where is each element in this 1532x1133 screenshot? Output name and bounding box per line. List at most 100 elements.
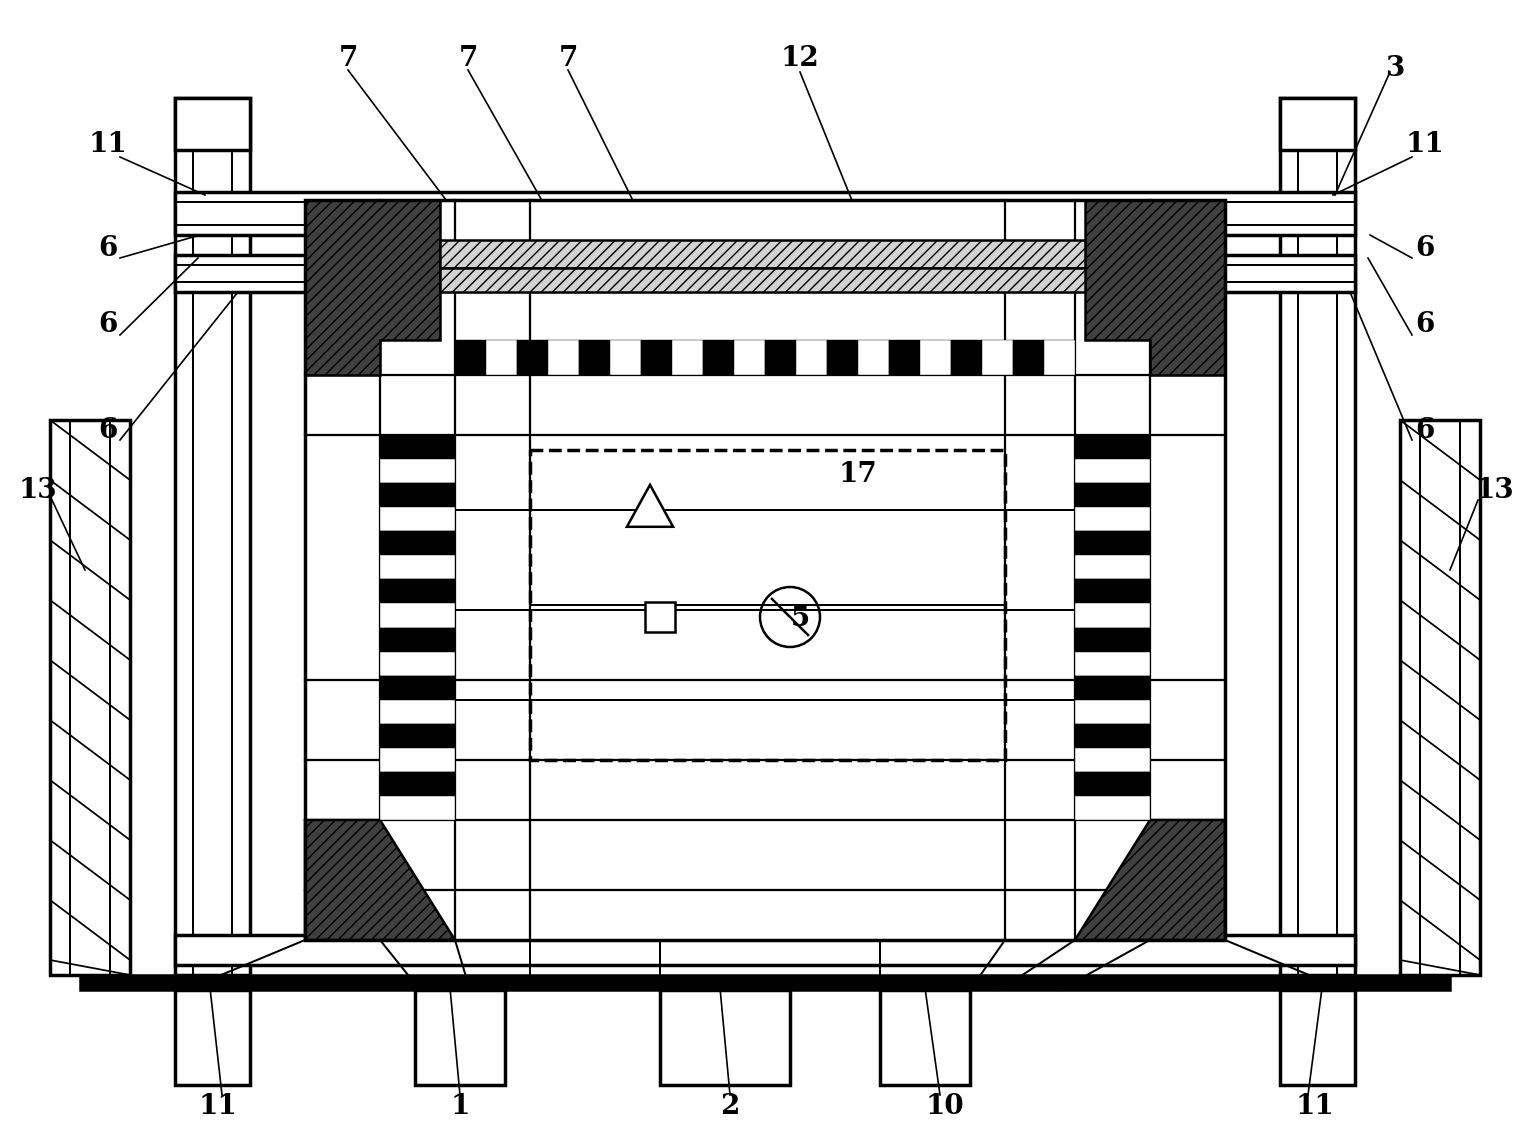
Text: 13: 13 bbox=[18, 477, 57, 503]
Bar bbox=[380, 700, 455, 724]
Bar bbox=[858, 340, 889, 375]
Text: 7: 7 bbox=[458, 44, 478, 71]
Bar bbox=[1281, 990, 1354, 1085]
Bar bbox=[486, 340, 516, 375]
Bar bbox=[982, 340, 1013, 375]
Bar bbox=[380, 579, 455, 604]
Text: 6: 6 bbox=[98, 417, 118, 443]
Bar bbox=[415, 990, 506, 1085]
Bar bbox=[380, 483, 455, 508]
Polygon shape bbox=[305, 820, 455, 940]
Text: 11: 11 bbox=[1406, 131, 1445, 159]
Bar bbox=[645, 602, 676, 632]
Bar bbox=[951, 340, 982, 375]
Bar bbox=[640, 340, 673, 375]
Bar bbox=[610, 340, 640, 375]
Bar bbox=[380, 555, 455, 579]
Text: 7: 7 bbox=[339, 44, 357, 71]
Bar bbox=[1075, 531, 1151, 555]
Text: 11: 11 bbox=[199, 1093, 237, 1121]
Bar bbox=[175, 191, 1354, 235]
Bar bbox=[673, 340, 703, 375]
Polygon shape bbox=[305, 201, 440, 375]
Bar bbox=[827, 340, 858, 375]
Bar bbox=[1075, 459, 1151, 483]
Bar bbox=[175, 255, 1354, 292]
Bar bbox=[175, 990, 250, 1085]
Bar bbox=[921, 340, 951, 375]
Text: 11: 11 bbox=[1296, 1093, 1334, 1121]
Bar bbox=[703, 340, 734, 375]
Bar bbox=[879, 990, 970, 1085]
Bar bbox=[1075, 675, 1151, 700]
Text: 6: 6 bbox=[1416, 312, 1434, 339]
Polygon shape bbox=[1085, 201, 1226, 375]
Bar bbox=[530, 450, 1005, 760]
Text: 17: 17 bbox=[838, 461, 878, 488]
Bar bbox=[1075, 483, 1151, 508]
Bar bbox=[1013, 340, 1043, 375]
Text: 6: 6 bbox=[98, 312, 118, 339]
Text: 3: 3 bbox=[1385, 54, 1405, 82]
Bar bbox=[380, 748, 455, 772]
Text: 12: 12 bbox=[781, 44, 820, 71]
Bar bbox=[1075, 579, 1151, 604]
Text: 5: 5 bbox=[791, 605, 809, 631]
Bar bbox=[380, 435, 455, 459]
Bar bbox=[1075, 700, 1151, 724]
Bar bbox=[380, 772, 455, 796]
Bar bbox=[440, 269, 1085, 292]
Bar bbox=[1075, 796, 1151, 820]
Text: 1: 1 bbox=[450, 1093, 470, 1121]
Bar bbox=[380, 459, 455, 483]
Text: 2: 2 bbox=[720, 1093, 740, 1121]
Text: 6: 6 bbox=[1416, 235, 1434, 262]
Bar bbox=[1075, 724, 1151, 748]
Polygon shape bbox=[627, 485, 673, 527]
Bar bbox=[51, 420, 130, 976]
Bar bbox=[1075, 651, 1151, 675]
Text: 6: 6 bbox=[98, 235, 118, 262]
Bar bbox=[1075, 604, 1151, 628]
Bar bbox=[734, 340, 764, 375]
Bar bbox=[1075, 435, 1151, 459]
Bar bbox=[455, 340, 486, 375]
Text: 11: 11 bbox=[89, 131, 127, 159]
Bar bbox=[1075, 555, 1151, 579]
Bar bbox=[548, 340, 579, 375]
Bar bbox=[1043, 340, 1075, 375]
Bar bbox=[764, 340, 797, 375]
Bar bbox=[380, 508, 455, 531]
Bar bbox=[889, 340, 921, 375]
Text: 13: 13 bbox=[1475, 477, 1514, 503]
Bar bbox=[579, 340, 610, 375]
Bar bbox=[380, 724, 455, 748]
Text: 7: 7 bbox=[558, 44, 578, 71]
Bar bbox=[80, 976, 1449, 990]
Bar bbox=[1075, 748, 1151, 772]
Polygon shape bbox=[1075, 820, 1226, 940]
Bar bbox=[305, 201, 1226, 940]
Bar bbox=[380, 675, 455, 700]
Text: 10: 10 bbox=[925, 1093, 964, 1121]
Bar bbox=[660, 990, 791, 1085]
Bar bbox=[380, 628, 455, 651]
Bar bbox=[1281, 97, 1354, 150]
Bar bbox=[440, 240, 1085, 269]
Bar bbox=[1075, 772, 1151, 796]
Bar bbox=[1075, 508, 1151, 531]
Bar bbox=[175, 97, 250, 976]
Bar bbox=[380, 531, 455, 555]
Bar bbox=[175, 97, 250, 150]
Bar bbox=[175, 935, 1354, 965]
Text: 6: 6 bbox=[1416, 417, 1434, 443]
Bar bbox=[1400, 420, 1480, 976]
Bar bbox=[380, 651, 455, 675]
Bar bbox=[305, 201, 1226, 940]
Bar bbox=[797, 340, 827, 375]
Bar bbox=[1075, 628, 1151, 651]
Bar bbox=[380, 796, 455, 820]
Bar bbox=[380, 604, 455, 628]
Bar bbox=[516, 340, 548, 375]
Bar bbox=[1281, 97, 1354, 976]
